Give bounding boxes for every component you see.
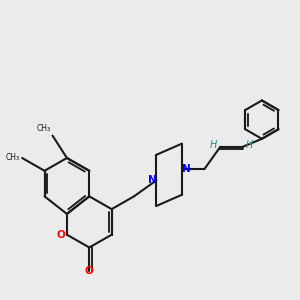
Text: N: N [148, 176, 156, 185]
Text: H: H [210, 140, 217, 150]
Text: O: O [57, 230, 65, 240]
Text: O: O [85, 266, 94, 276]
Text: CH₃: CH₃ [37, 124, 51, 134]
Text: CH₃: CH₃ [5, 154, 20, 163]
Text: H: H [246, 140, 253, 150]
Text: N: N [182, 164, 191, 174]
